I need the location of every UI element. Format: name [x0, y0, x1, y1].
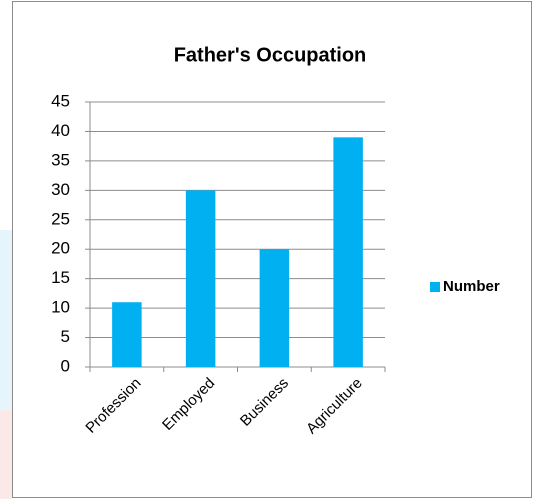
y-tick-label: 5 — [61, 327, 70, 346]
bar — [333, 137, 363, 367]
legend-label: Number — [443, 278, 500, 295]
bar — [185, 190, 216, 367]
legend-swatch — [430, 282, 440, 292]
y-tick-label: 20 — [51, 239, 70, 258]
background-strip — [0, 230, 12, 410]
background-strip — [0, 410, 12, 499]
y-tick-label: 45 — [51, 91, 70, 110]
y-tick-label: 0 — [61, 356, 70, 375]
y-tick-label: 25 — [51, 209, 70, 228]
chart-title: Father's Occupation — [174, 44, 367, 66]
y-tick-label: 10 — [51, 298, 70, 317]
bar — [259, 249, 290, 367]
y-tick-label: 15 — [51, 268, 70, 287]
y-tick-label: 40 — [51, 121, 70, 140]
bar — [112, 302, 142, 367]
y-tick-label: 35 — [51, 150, 70, 169]
y-tick-label: 30 — [51, 180, 70, 199]
